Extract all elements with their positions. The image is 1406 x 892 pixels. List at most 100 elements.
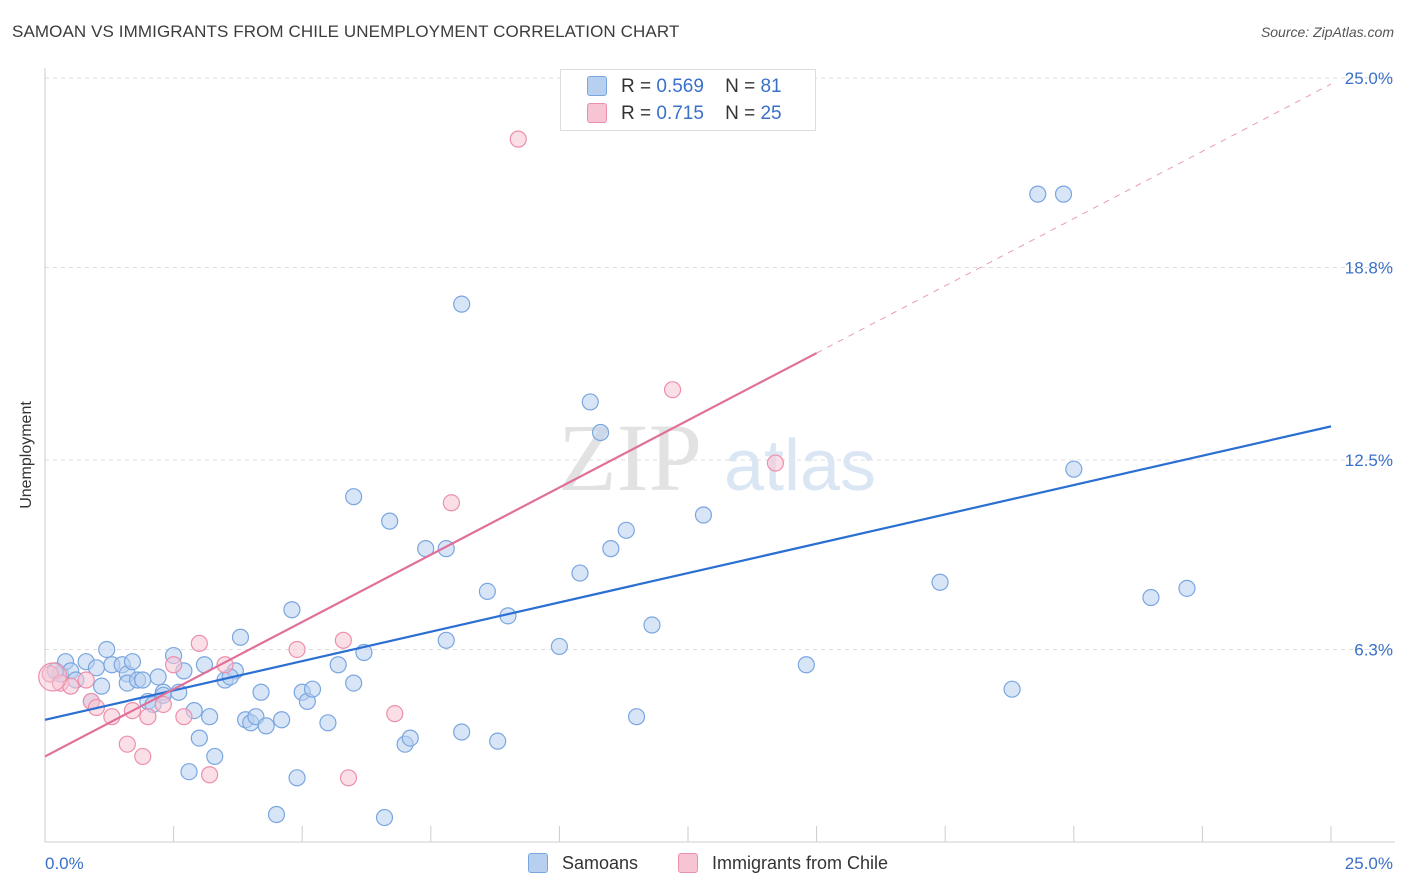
samoans-point [1054, 185, 1073, 203]
chile-point [77, 671, 95, 689]
samoans-point [571, 564, 589, 582]
chile-points [38, 130, 785, 787]
samoans-point [643, 616, 661, 634]
chile-point [288, 640, 306, 659]
samoans-point [190, 729, 208, 747]
chile-point [509, 130, 527, 148]
chart-title: SAMOAN VS IMMIGRANTS FROM CHILE UNEMPLOY… [12, 22, 680, 41]
samoans-point [401, 729, 419, 747]
chile-swatch [587, 103, 607, 123]
samoans-point [123, 653, 142, 671]
samoans-point [1142, 588, 1160, 607]
samoans-legend-swatch [528, 853, 548, 873]
samoans-point [478, 582, 496, 601]
samoans-point [931, 573, 949, 591]
r-value-samoans: 0.569 [656, 76, 704, 97]
samoans-point [1178, 579, 1196, 597]
samoans-point [273, 711, 291, 729]
samoans-point [1003, 680, 1021, 698]
chile-point [663, 381, 682, 399]
r-label: R = [621, 76, 652, 97]
chile-legend-label: Immigrants from Chile [712, 853, 889, 873]
samoans-point [345, 488, 363, 506]
samoans-point [303, 680, 322, 698]
chile-point [175, 708, 193, 726]
samoans-legend-label: Samoans [562, 853, 639, 873]
samoans-point [1065, 460, 1083, 478]
x-tick-label: 25.0% [1345, 854, 1393, 873]
samoans-point [381, 512, 399, 530]
chile-point [118, 735, 136, 753]
samoans-point [375, 808, 394, 827]
samoans-regression-line [44, 425, 1332, 721]
samoans-swatch [587, 76, 607, 96]
samoans-point [602, 540, 620, 558]
chile-point [334, 631, 352, 649]
chile-point [442, 494, 460, 512]
samoans-point [319, 714, 337, 732]
samoans-point [453, 723, 471, 741]
watermark: ZIP atlas [558, 404, 876, 511]
samoans-point [257, 717, 275, 735]
samoans-point [627, 708, 646, 726]
chile-point [386, 705, 404, 723]
n-label: N = [725, 76, 756, 97]
y-tick-label: 6.3% [1354, 640, 1393, 659]
watermark-zip: ZIP [558, 404, 702, 511]
samoans-point [581, 393, 599, 411]
samoans-point [453, 295, 471, 313]
samoans-point [591, 423, 610, 442]
regression-lines [44, 83, 1332, 758]
x-tick-label: 0.0% [45, 854, 84, 873]
y-tick-label: 25.0% [1345, 69, 1393, 88]
chile-point [165, 656, 183, 674]
samoans-point [797, 656, 815, 674]
chile-point [38, 662, 68, 692]
chile-regression-line [44, 352, 818, 758]
samoans-point [206, 747, 224, 766]
r-value-chile: 0.715 [656, 103, 704, 124]
n-label: N = [725, 103, 756, 124]
samoans-point [134, 671, 152, 689]
y-tick-label: 18.8% [1345, 258, 1393, 277]
samoans-points [46, 185, 1196, 827]
chile-point [339, 769, 358, 787]
samoans-point [231, 628, 250, 646]
tick-labels: 25.0% 18.8% 12.5% 6.3% 0.0% 25.0% [45, 69, 1393, 873]
samoans-point [489, 732, 507, 750]
samoans-point [252, 683, 270, 701]
samoans-point [98, 640, 116, 659]
chile-point [139, 708, 157, 726]
samoans-point [345, 674, 363, 692]
chile-point [154, 695, 172, 714]
samoans-point [267, 805, 286, 824]
samoans-point [437, 631, 455, 649]
samoans-point [329, 656, 347, 674]
samoans-point [283, 601, 301, 619]
samoans-point [201, 708, 219, 726]
samoans-point [550, 637, 569, 656]
watermark-atlas: atlas [724, 426, 876, 506]
samoans-point [1029, 185, 1047, 203]
correlation-legend: R = 0.569 N = 81 R = 0.715 N = 25 [560, 69, 816, 131]
chile-point [201, 766, 219, 784]
samoans-point [180, 763, 198, 781]
source-label: Source: ZipAtlas.com [1260, 24, 1394, 40]
chile-legend-swatch [678, 853, 698, 873]
r-label: R = [621, 103, 652, 124]
n-value-samoans: 81 [760, 76, 782, 97]
axes [44, 68, 1395, 843]
y-tick-label: 12.5% [1345, 451, 1393, 470]
grid-lines [45, 77, 1395, 650]
samoans-point [288, 769, 306, 787]
samoans-point [617, 521, 635, 539]
samoans-point [149, 668, 167, 686]
chile-point [190, 634, 208, 652]
samoans-point [92, 677, 111, 695]
n-value-chile: 25 [760, 103, 782, 124]
samoans-point [694, 506, 713, 524]
chile-point [134, 747, 152, 766]
chile-point [766, 454, 785, 472]
chile-regression-extension [816, 83, 1332, 354]
